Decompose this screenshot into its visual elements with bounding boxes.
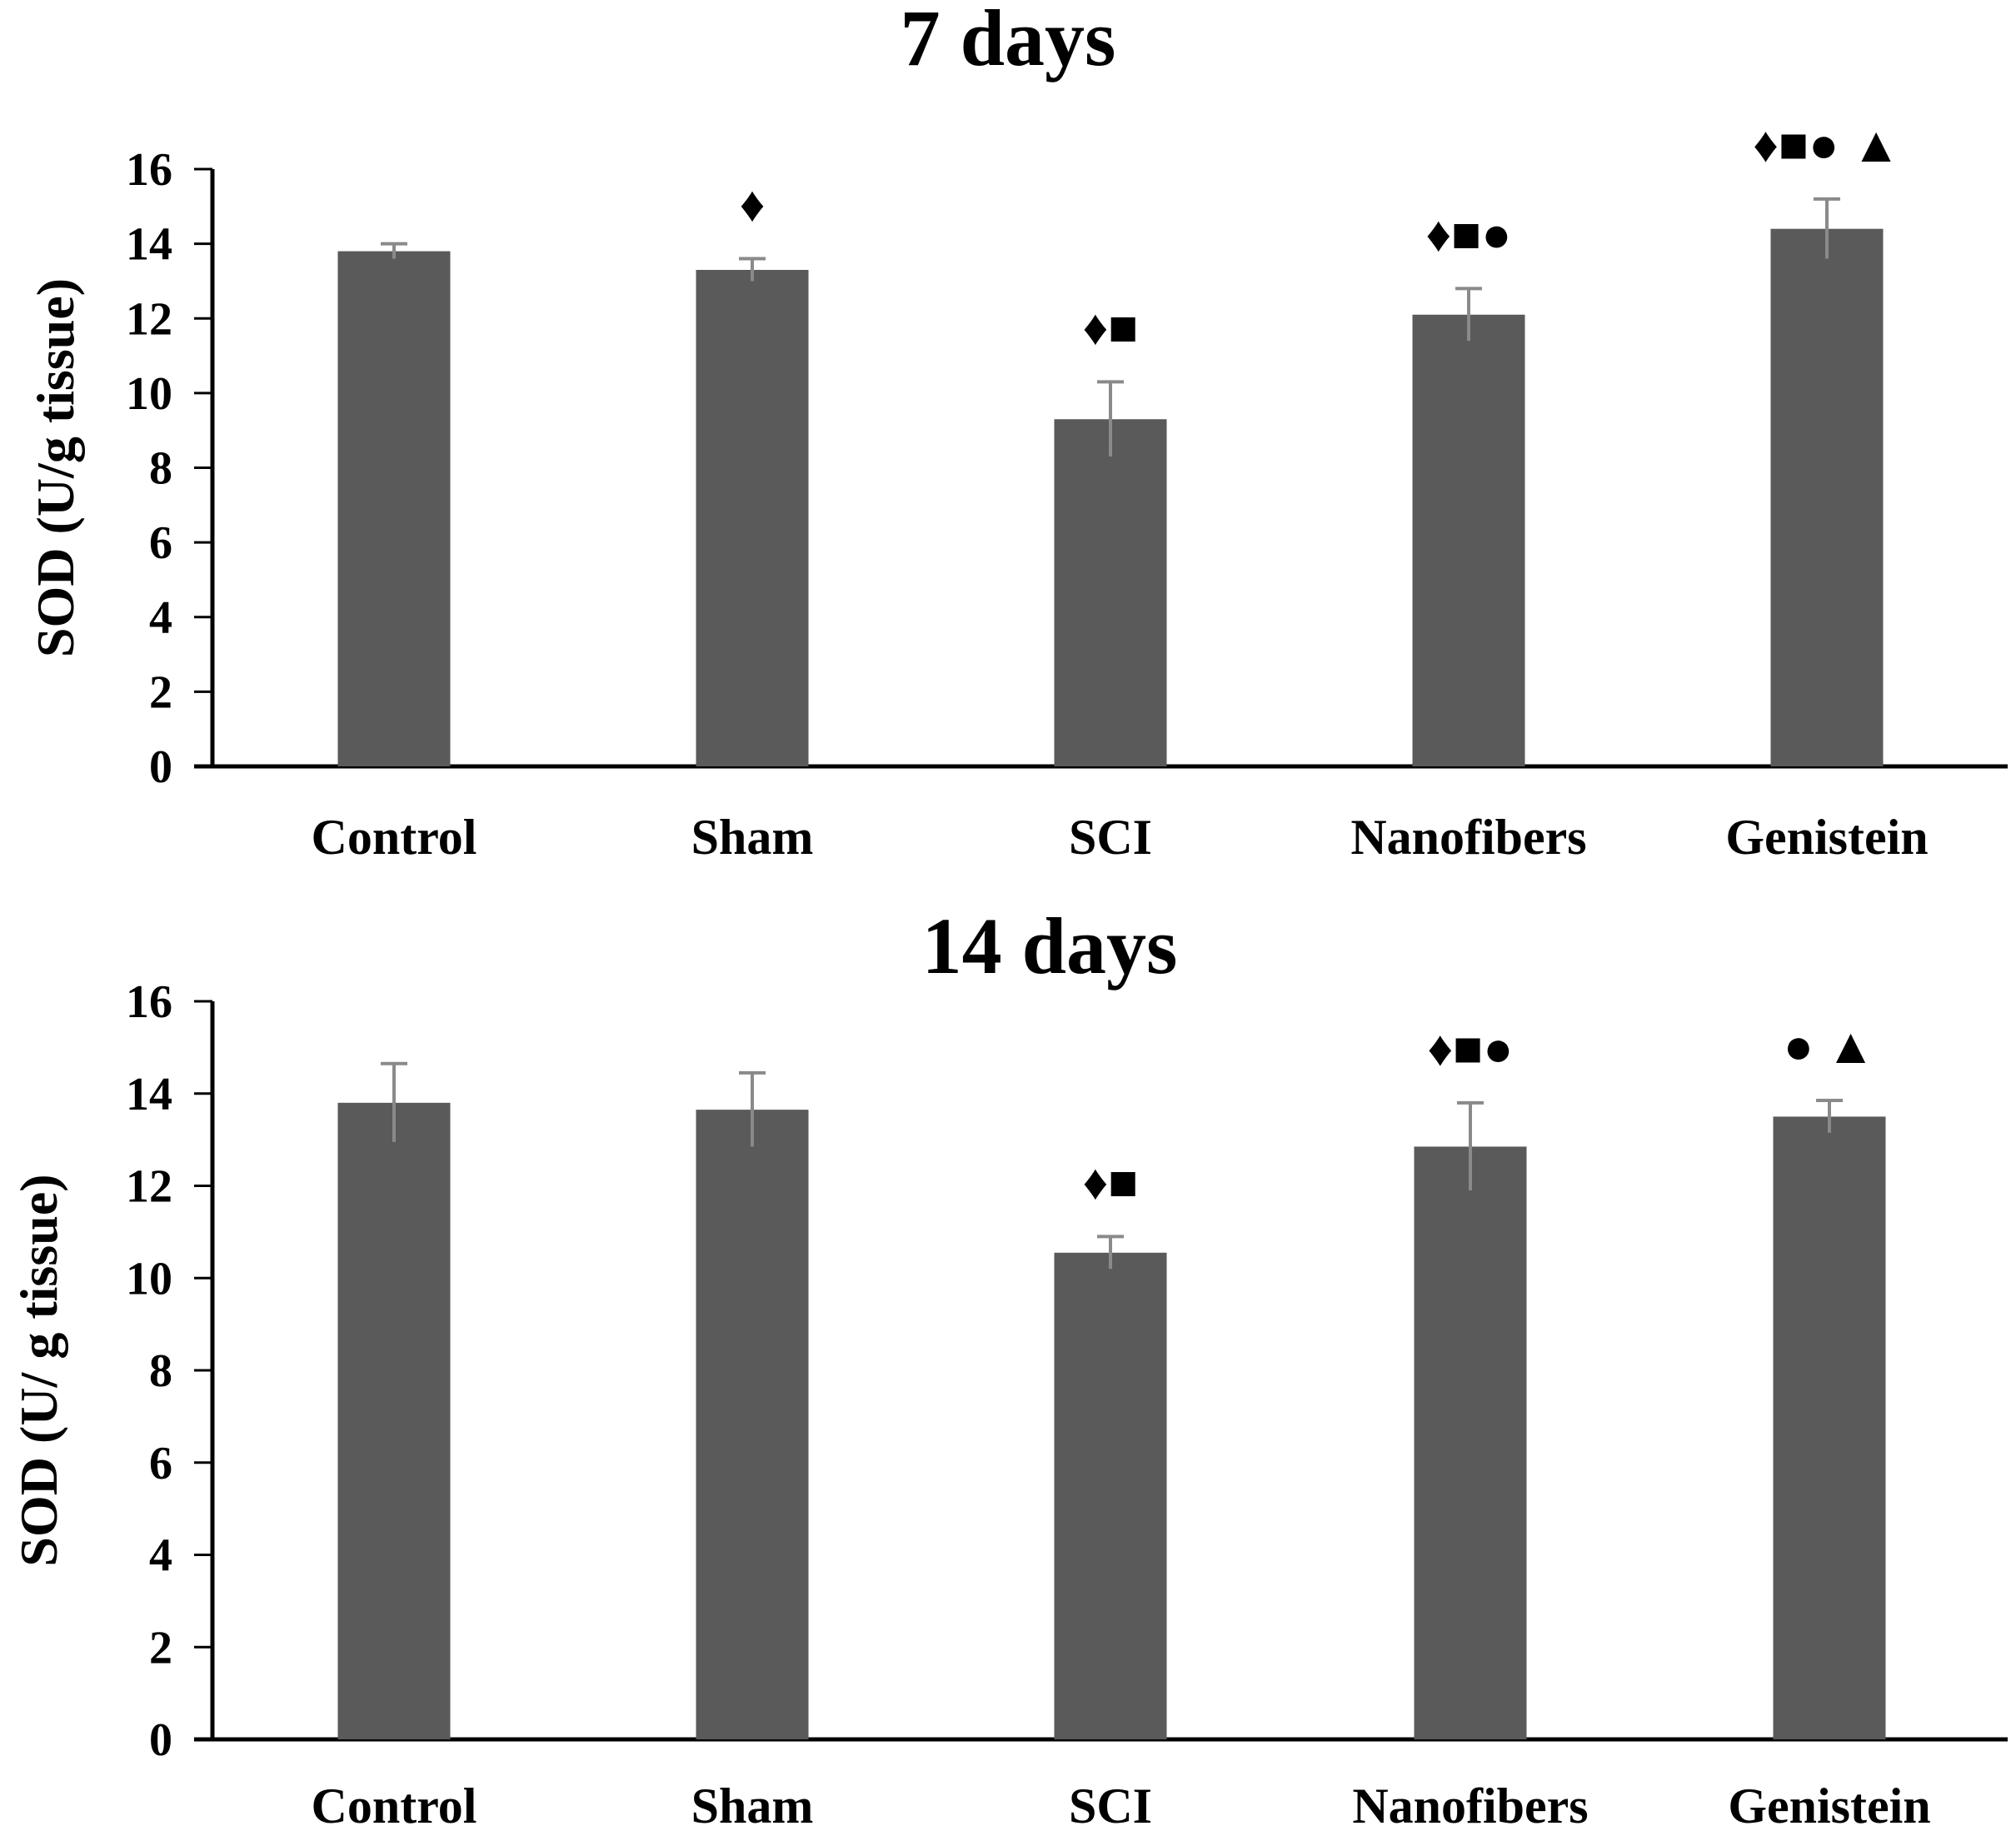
chart2-significance-nanofibers: ♦■● — [1427, 1021, 1513, 1076]
chart1-significance-sci: ♦■ — [1083, 300, 1139, 355]
chart2-x-tick-label-control: Control — [312, 1779, 477, 1826]
chart1-y-tick-label-12: 12 — [126, 293, 172, 345]
chart1-x-tick-label-sham: Sham — [691, 810, 814, 865]
chart1-significance-sham: ♦ — [740, 177, 766, 232]
chart2-significance-sci: ♦■ — [1083, 1155, 1139, 1210]
chart1-x-tick-label-genistein: Genistein — [1725, 810, 1928, 865]
chart2-bar-control — [337, 1102, 451, 1739]
chart2-bar-genistein — [1773, 1116, 1886, 1739]
chart1-y-tick-label-6: 6 — [149, 517, 172, 569]
chart2-significance-genistein: ● ▲ — [1784, 1019, 1876, 1074]
chart1-y-axis-label: SOD (U/g tissue) — [26, 278, 85, 657]
chart2-y-axis-label: SOD (U/ g tissue) — [9, 1174, 68, 1566]
chart2-y-tick-label-8: 8 — [149, 1345, 172, 1397]
chart2-y-tick-label-16: 16 — [126, 976, 172, 1028]
chart2-y-tick-label-4: 4 — [149, 1530, 172, 1582]
chart2-y-tick-label-12: 12 — [126, 1161, 172, 1213]
chart2-x-tick-label-sham: Sham — [691, 1779, 814, 1826]
chart2-title: 14 days — [922, 901, 1178, 990]
chart2-y-tick-label-2: 2 — [149, 1622, 172, 1674]
chart1-bar-nanofibers — [1412, 314, 1525, 766]
chart1-y-tick-label-2: 2 — [149, 666, 172, 718]
chart2-y-tick-label-6: 6 — [149, 1438, 172, 1489]
chart1-y-tick-label-8: 8 — [149, 443, 172, 495]
chart2-x-tick-label-sci: SCI — [1069, 1779, 1152, 1826]
chart1-x-tick-label-sci: SCI — [1069, 810, 1152, 865]
chart2-x-tick-label-nanofibers: Nanofibers — [1352, 1779, 1588, 1826]
chart2-bar-sci — [1054, 1252, 1167, 1739]
chart1-y-tick-label-4: 4 — [149, 592, 172, 644]
chart2-bar-sham — [696, 1110, 809, 1739]
chart2-x-tick-label-genistein: Genistein — [1728, 1779, 1930, 1826]
chart2-y-tick-label-14: 14 — [126, 1069, 172, 1120]
chart1-bar-sham — [696, 269, 809, 766]
chart1-bar-control — [337, 251, 451, 766]
chart1-bar-genistein — [1770, 228, 1884, 766]
chart1-y-tick-label-16: 16 — [126, 144, 172, 196]
chart1-significance-nanofibers: ♦■● — [1425, 207, 1511, 262]
chart1-y-tick-label-0: 0 — [149, 741, 172, 793]
chart1-title: 7 days — [901, 0, 1116, 82]
chart1-significance-genistein: ♦■● ▲ — [1753, 117, 1900, 172]
chart2-y-tick-label-10: 10 — [126, 1253, 172, 1305]
chart1-x-tick-label-nanofibers: Nanofibers — [1350, 810, 1586, 865]
chart2-bar-nanofibers — [1414, 1146, 1527, 1739]
chart1-x-tick-label-control: Control — [312, 810, 477, 865]
chart1-y-tick-label-10: 10 — [126, 368, 172, 420]
chart1-bar-sci — [1054, 419, 1167, 766]
chart1-y-tick-label-14: 14 — [126, 219, 172, 271]
chart2-y-tick-label-0: 0 — [149, 1714, 172, 1766]
